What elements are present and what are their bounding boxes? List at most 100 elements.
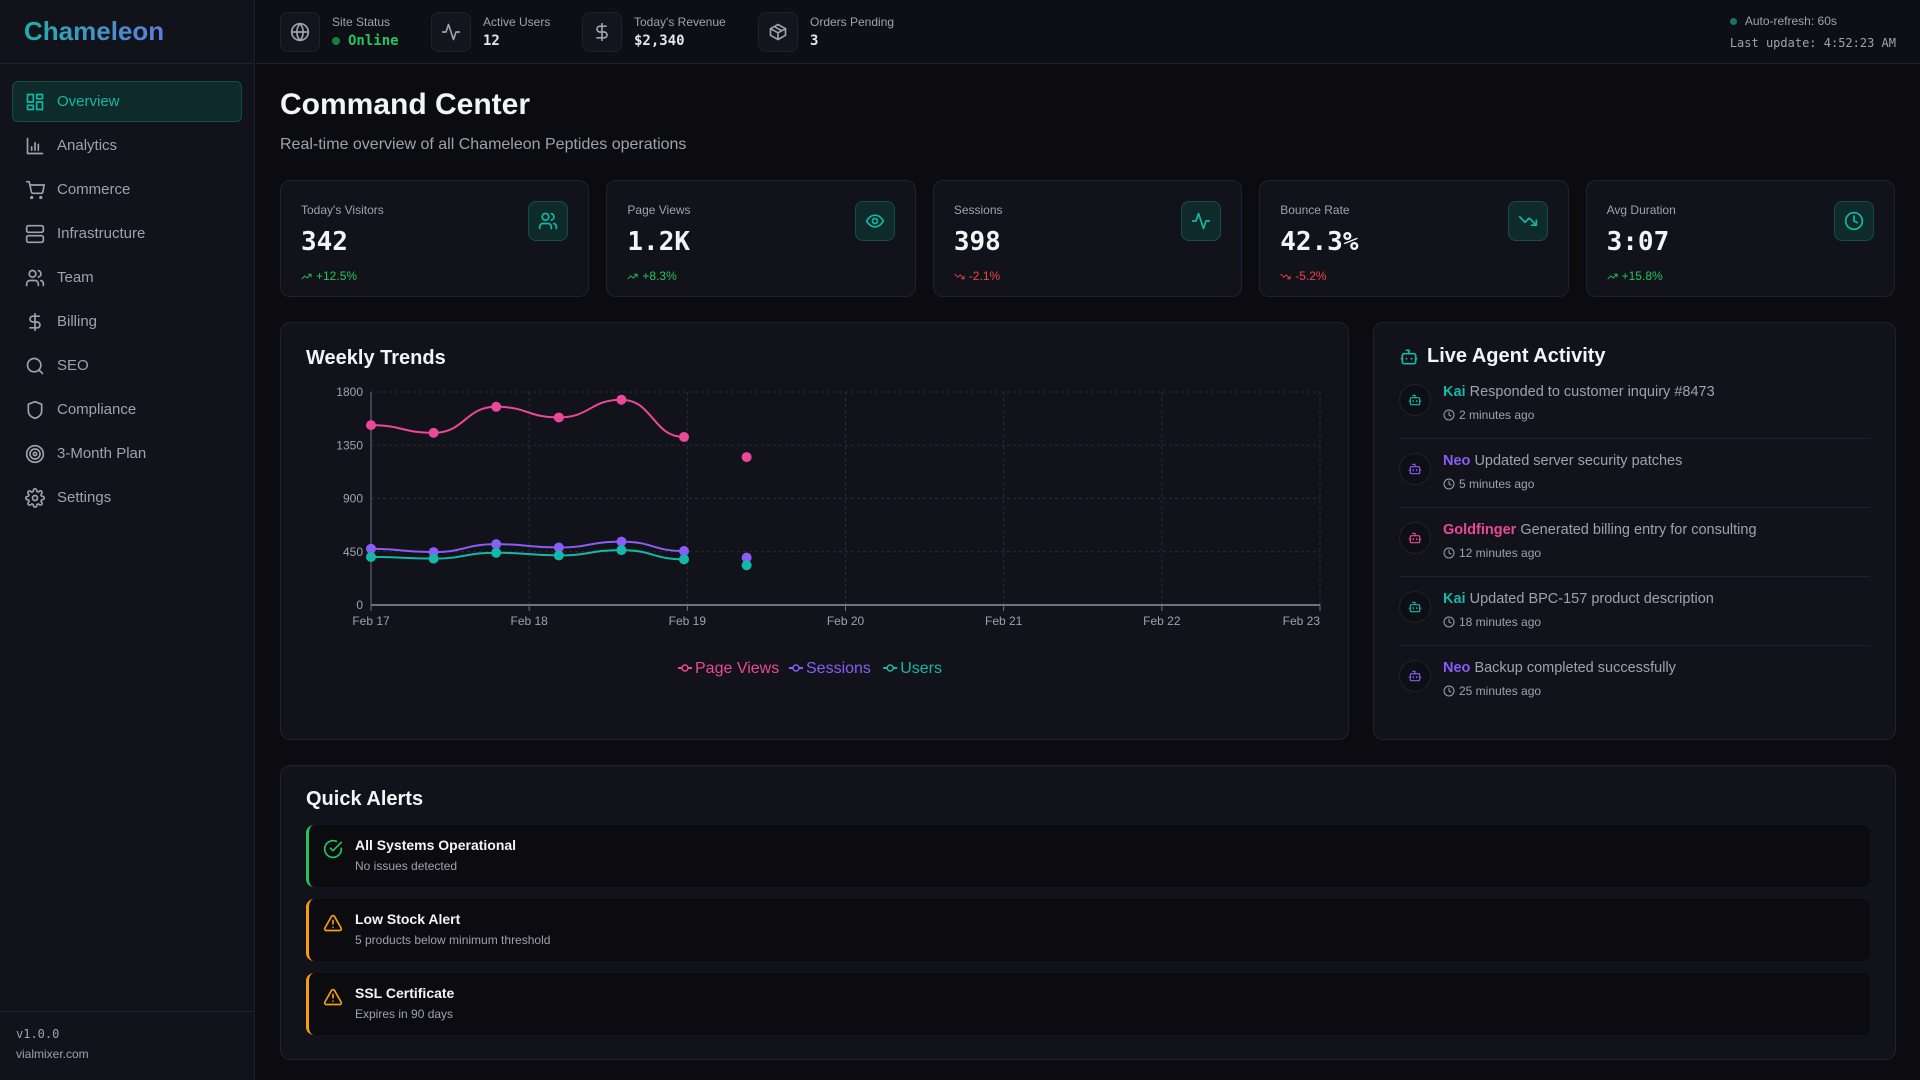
data-point (741, 560, 752, 571)
alert-title: Low Stock Alert (355, 911, 461, 927)
trending-up-icon (301, 273, 312, 279)
package-icon (769, 23, 787, 41)
app-logo[interactable]: Chameleon (0, 0, 254, 64)
weekly-trends-chart: 0 450 900 1350 1800 Feb 17 Feb 18 Feb 19 Feb 20 F… (336, 385, 1321, 677)
check-circle-icon (323, 839, 343, 859)
y-tick-label: 0 (356, 598, 363, 612)
sidebar-item-compliance[interactable]: Compliance (12, 389, 242, 430)
eye-icon (865, 214, 884, 228)
data-point (741, 452, 752, 463)
dollar-icon (29, 312, 41, 331)
bot-icon (1408, 601, 1422, 613)
bot-icon (1400, 349, 1418, 364)
data-point (366, 551, 376, 562)
sidebar-item-billing[interactable]: Billing (12, 301, 242, 342)
sidebar-item-label: SEO (57, 357, 89, 374)
sidebar-item-label: Overview (57, 93, 120, 110)
shopping-cart-icon (25, 180, 45, 199)
legend-item: Users (900, 660, 942, 677)
top-stat-label: Orders Pending (810, 15, 895, 29)
legend-marker-dot (886, 664, 894, 672)
agent-avatar (1399, 384, 1431, 416)
alert-triangle-icon (323, 988, 343, 1006)
sidebar-item-3-month-plan[interactable]: 3-Month Plan (12, 433, 242, 474)
agent-name: Kai (1443, 384, 1466, 400)
agent-avatar (1399, 522, 1431, 554)
legend-item: Page Views (695, 660, 779, 677)
agent-avatar (1399, 660, 1431, 692)
sidebar-item-overview[interactable]: Overview (12, 81, 242, 122)
data-point (741, 552, 752, 563)
stat-card-label: Bounce Rate (1280, 203, 1350, 217)
sidebar-item-settings[interactable]: Settings (12, 477, 242, 518)
trending-up-icon (627, 273, 638, 279)
quick-alerts-panel: Quick Alerts All Systems Operational No i… (280, 765, 1896, 1060)
stat-cards: Today's Visitors 342 +12.5% Page Views 1.2K +… (280, 180, 1896, 297)
search-icon (26, 357, 44, 374)
stat-card: Sessions 398 -2.1% (932, 180, 1243, 297)
activity-time: 2 minutes ago (1459, 408, 1535, 422)
sidebar-item-label: Team (57, 269, 94, 286)
bot-icon (1408, 394, 1422, 406)
users-icon (25, 269, 45, 286)
activity-item: Neo Updated server security patches 5 min… (1399, 439, 1870, 508)
alert-item[interactable]: Low Stock Alert 5 products below minimum … (306, 899, 1870, 961)
stat-card-value: 342 (301, 227, 348, 257)
sidebar-item-infrastructure[interactable]: Infrastructure (12, 213, 242, 254)
sidebar-item-label: Compliance (57, 401, 137, 418)
agent-name: Neo (1443, 660, 1471, 676)
stat-card-value: 3:07 (1606, 227, 1670, 257)
sidebar-footer: v1.0.0 vialmixer.com (0, 1011, 254, 1080)
y-tick-label: 450 (343, 545, 363, 559)
alert-description: Expires in 90 days (355, 1007, 454, 1021)
activity-item: Kai Updated BPC-157 product description 1… (1399, 577, 1870, 646)
weekly-trends-panel: Weekly Trends 0 450 900 1350 1800 Feb 17 Feb 1… (280, 322, 1349, 740)
legend-marker-dot (681, 664, 689, 672)
stat-card: Avg Duration 3:07 +15.8% (1585, 180, 1896, 297)
sidebar-item-commerce[interactable]: Commerce (12, 169, 242, 210)
trending-down-icon (954, 273, 965, 279)
version-label: v1.0.0 (16, 1027, 60, 1041)
stat-card-change: -2.1% (968, 269, 1001, 283)
top-stat-active-users: Active Users 12 (431, 12, 550, 52)
domain-label: vialmixer.com (16, 1047, 89, 1061)
refresh-dot-icon (1729, 18, 1737, 25)
agent-avatar (1399, 453, 1431, 485)
trending-down-icon (1518, 216, 1537, 226)
x-tick-label: Feb 17 (352, 614, 390, 628)
auto-refresh-label: Auto-refresh: 60s (1744, 14, 1837, 28)
alert-item[interactable]: SSL Certificate Expires in 90 days (306, 973, 1870, 1035)
sidebar-item-label: Analytics (57, 137, 118, 154)
activity-text: Updated BPC-157 product description (1469, 591, 1714, 607)
activity-icon (441, 23, 461, 41)
bot-icon (1408, 670, 1422, 682)
alert-description: 5 products below minimum threshold (355, 933, 551, 947)
series-line-users (370, 549, 685, 561)
alerts-title: Quick Alerts (306, 788, 424, 810)
users-icon (539, 212, 558, 230)
agent-name: Neo (1443, 453, 1471, 469)
sidebar-item-team[interactable]: Team (12, 257, 242, 298)
stat-card: Today's Visitors 342 +12.5% (280, 180, 590, 297)
x-tick-label: Feb 21 (985, 614, 1023, 628)
sidebar-item-label: Settings (57, 489, 112, 506)
alert-item[interactable]: All Systems Operational No issues detecte… (306, 825, 1870, 887)
top-stat-value: 12 (483, 33, 500, 49)
data-point (428, 553, 439, 564)
layout-dashboard-icon (26, 93, 44, 110)
clock-icon (1443, 478, 1455, 490)
legend-marker-dot (792, 664, 800, 672)
sidebar-item-analytics[interactable]: Analytics (12, 125, 242, 166)
stat-card-label: Sessions (953, 203, 1003, 217)
y-tick-label: 1800 (336, 385, 363, 399)
series-line-page-views (370, 398, 685, 438)
sidebar-item-label: Commerce (57, 181, 131, 198)
data-point (616, 545, 627, 556)
sidebar-item-seo[interactable]: SEO (12, 345, 242, 386)
top-stat-site-status: Site Status Online (280, 12, 399, 52)
data-point (553, 412, 564, 423)
page-subtitle: Real-time overview of all Chameleon Pept… (280, 136, 687, 153)
stat-card-value: 398 (953, 227, 1001, 257)
legend-item: Sessions (806, 660, 871, 677)
sidebar-item-label: Infrastructure (57, 225, 146, 242)
